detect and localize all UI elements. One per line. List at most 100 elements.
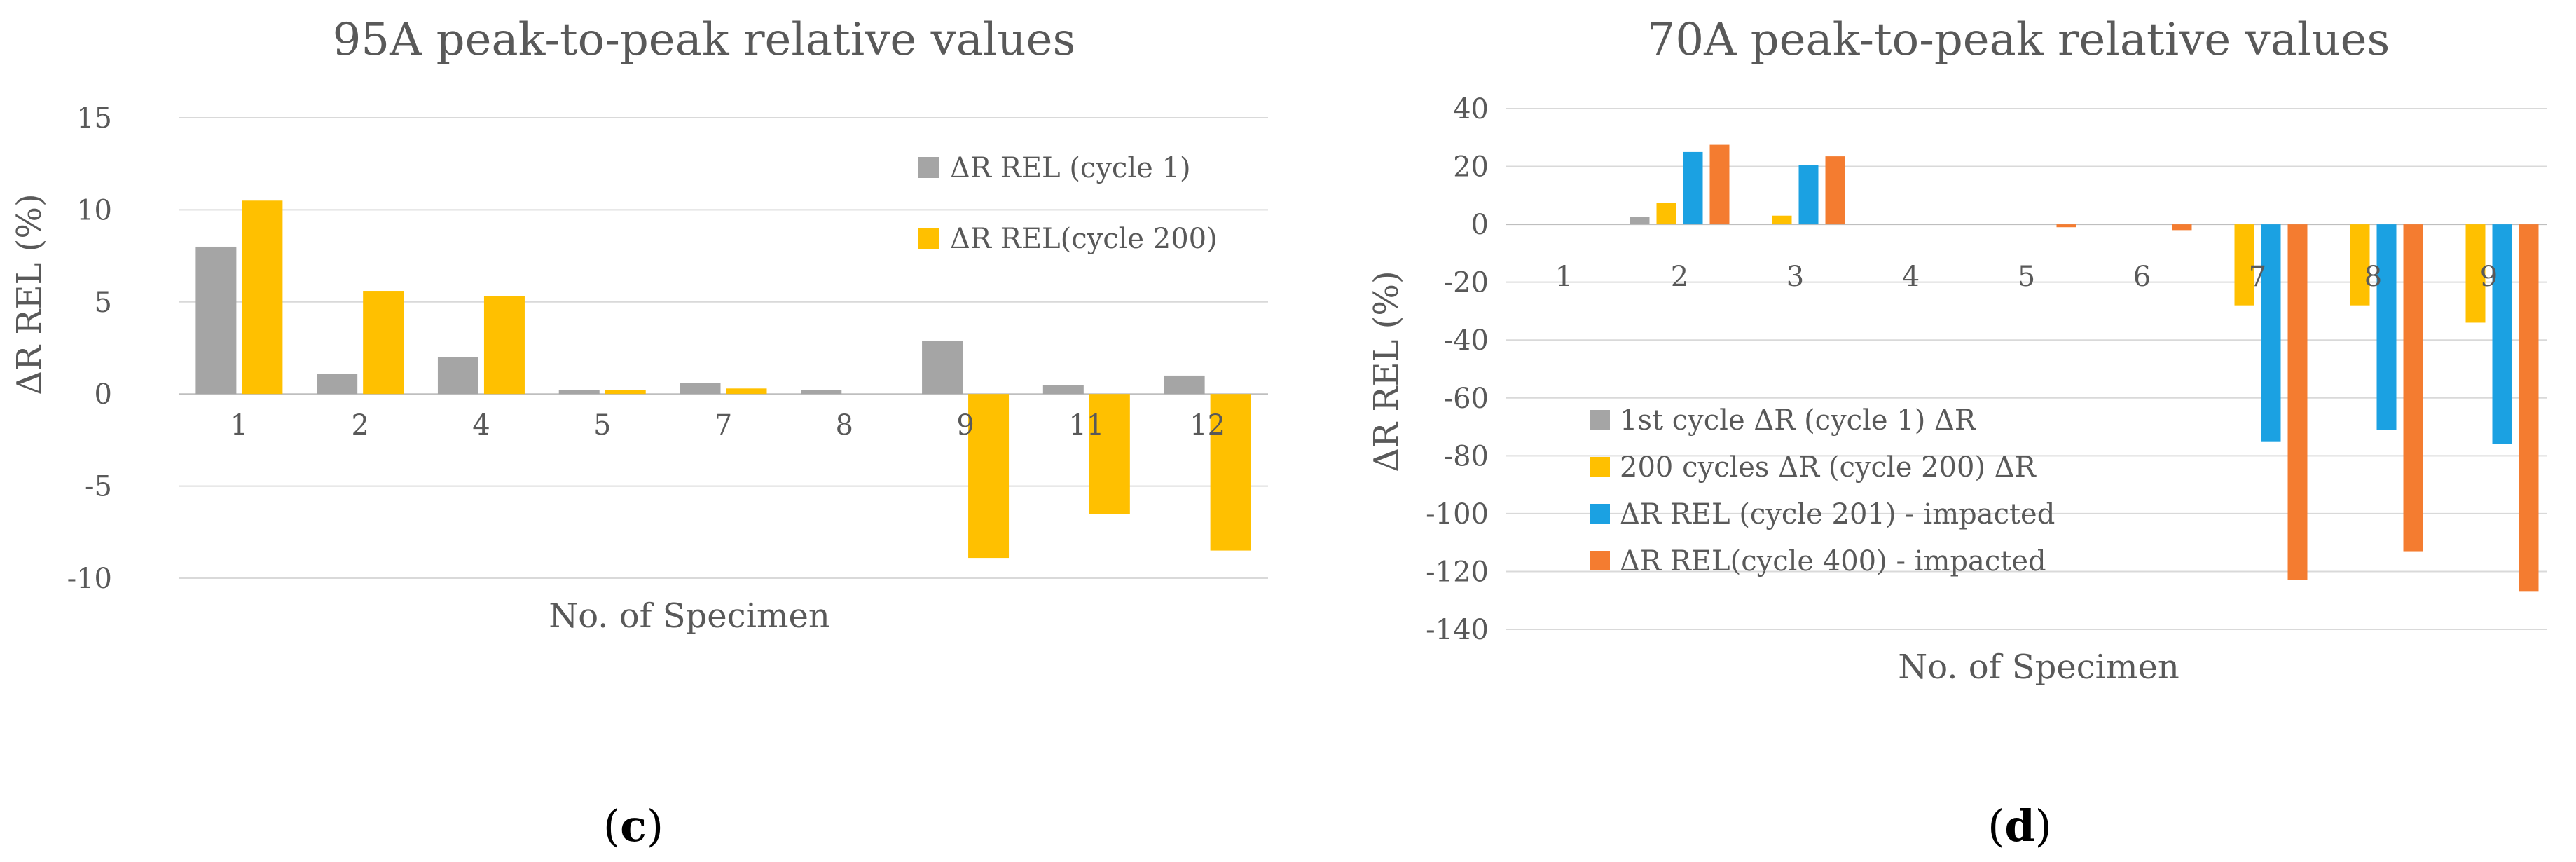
bar — [2465, 224, 2486, 323]
y-tick-label: -100 — [1426, 498, 1489, 531]
y-tick-label: 10 — [76, 194, 112, 226]
bar — [726, 388, 767, 395]
legend-label: ΔR REL (cycle 201) - impacted — [1620, 498, 2055, 531]
x-tick-labels: 1 2 4 5 7 8 9 11 12 — [230, 409, 1225, 442]
caption-close: ) — [647, 800, 663, 851]
y-tick-label: -120 — [1426, 556, 1489, 588]
legend-swatch — [1590, 504, 1610, 524]
x-tick-label: 2 — [351, 409, 369, 442]
bar — [1089, 394, 1130, 514]
y-tick-label: 5 — [95, 287, 112, 319]
y-tick-label: 0 — [95, 378, 112, 411]
legend-label: ΔR REL(cycle 200) — [950, 223, 1218, 255]
panel-caption: (c) — [603, 800, 663, 851]
x-tick-label: 2 — [1671, 261, 1688, 293]
y-tick-label: -10 — [67, 563, 112, 595]
bar — [801, 390, 842, 395]
bar — [1210, 394, 1251, 551]
x-tick-label: 4 — [1902, 261, 1920, 293]
bar — [1042, 385, 1084, 395]
legend: ΔR REL (cycle 1) ΔR REL(cycle 200) — [918, 152, 1218, 255]
caption-open: ( — [1988, 800, 2004, 851]
x-tick-label: 12 — [1190, 409, 1225, 442]
bar — [558, 390, 600, 395]
legend-swatch — [1590, 551, 1610, 570]
bar — [2403, 224, 2423, 552]
x-tick-label: 11 — [1068, 409, 1104, 442]
chart-95a: 95A peak-to-peak relative values ΔR REL … — [10, 14, 1268, 851]
bar — [242, 200, 283, 395]
bar — [2350, 224, 2370, 306]
legend: 1st cycle ΔR (cycle 1) ΔR 200 cycles ΔR (… — [1590, 404, 2055, 577]
x-tick-label: 8 — [2364, 261, 2382, 293]
y-tick-label: 40 — [1453, 93, 1489, 125]
y-tick-label: -80 — [1444, 440, 1489, 472]
legend-swatch — [1590, 410, 1610, 430]
bar — [2492, 224, 2512, 444]
gridlines — [179, 117, 1268, 579]
x-tick-label: 4 — [472, 409, 490, 442]
legend-label: ΔR REL (cycle 1) — [950, 152, 1191, 184]
x-tick-label: 1 — [230, 409, 248, 442]
y-tick-label: 15 — [76, 102, 112, 135]
x-tick-label: 6 — [2133, 261, 2151, 293]
y-tick-label: -20 — [1444, 267, 1489, 299]
x-tick-label: 5 — [2018, 261, 2035, 293]
bar — [2056, 224, 2076, 228]
bars — [1630, 144, 2539, 592]
bar — [2287, 224, 2308, 580]
x-axis-title: No. of Specimen — [1898, 648, 2179, 687]
bar — [680, 383, 721, 395]
legend-swatch — [918, 157, 939, 178]
chart-title: 95A peak-to-peak relative values — [333, 14, 1076, 66]
legend-swatch — [918, 228, 939, 249]
x-tick-label: 3 — [1786, 261, 1804, 293]
x-tick-label: 9 — [956, 409, 974, 442]
bar — [1825, 156, 1845, 225]
caption-close: ) — [2035, 800, 2052, 851]
y-tick-label: 0 — [1471, 209, 1489, 241]
bar — [605, 390, 646, 395]
bar — [1709, 144, 1730, 225]
bar — [437, 357, 478, 395]
y-tick-labels: -10 -5 0 5 10 15 — [67, 102, 112, 595]
y-tick-label: -140 — [1426, 614, 1489, 646]
panel-caption: (d) — [1988, 800, 2052, 851]
x-tick-label: 8 — [836, 409, 853, 442]
bar — [1656, 203, 1676, 225]
y-tick-label: 20 — [1453, 151, 1489, 184]
bar — [1164, 375, 1205, 395]
bar — [922, 340, 963, 395]
y-tick-labels: -140 -120 -100 -80 -60 -40 -20 0 20 40 — [1426, 93, 1489, 646]
legend-label: 200 cycles ΔR (cycle 200) ΔR — [1620, 451, 2037, 484]
y-tick-label: -40 — [1444, 324, 1489, 357]
caption-open: ( — [603, 800, 620, 851]
legend-label: 1st cycle ΔR (cycle 1) ΔR — [1620, 404, 1977, 437]
bar — [2519, 224, 2539, 592]
bar — [2234, 224, 2254, 306]
gridlines — [1506, 108, 2547, 630]
bar — [1630, 217, 1650, 225]
x-tick-label: 1 — [1555, 261, 1573, 293]
bar — [2261, 224, 2281, 442]
bar — [195, 246, 237, 395]
bar — [1798, 165, 1819, 225]
legend-label: ΔR REL(cycle 400) - impacted — [1620, 545, 2046, 577]
y-axis-title: ΔR REL (%) — [1367, 271, 1406, 472]
bar — [2376, 224, 2397, 430]
y-tick-label: -5 — [85, 471, 112, 503]
bar — [1772, 215, 1792, 225]
x-tick-labels: 1 2 3 4 5 6 7 8 9 — [1555, 261, 2498, 293]
bar — [483, 296, 525, 395]
x-tick-label: 7 — [715, 409, 732, 442]
x-tick-label: 9 — [2480, 261, 2498, 293]
caption-letter: c — [620, 800, 647, 851]
y-tick-label: -60 — [1444, 383, 1489, 415]
x-tick-label: 5 — [593, 409, 611, 442]
bar — [968, 394, 1010, 559]
chart-70a: 70A peak-to-peak relative values ΔR REL … — [1367, 14, 2547, 851]
bar — [363, 291, 404, 395]
caption-letter: d — [2004, 800, 2034, 851]
x-axis-title: No. of Specimen — [549, 596, 830, 636]
